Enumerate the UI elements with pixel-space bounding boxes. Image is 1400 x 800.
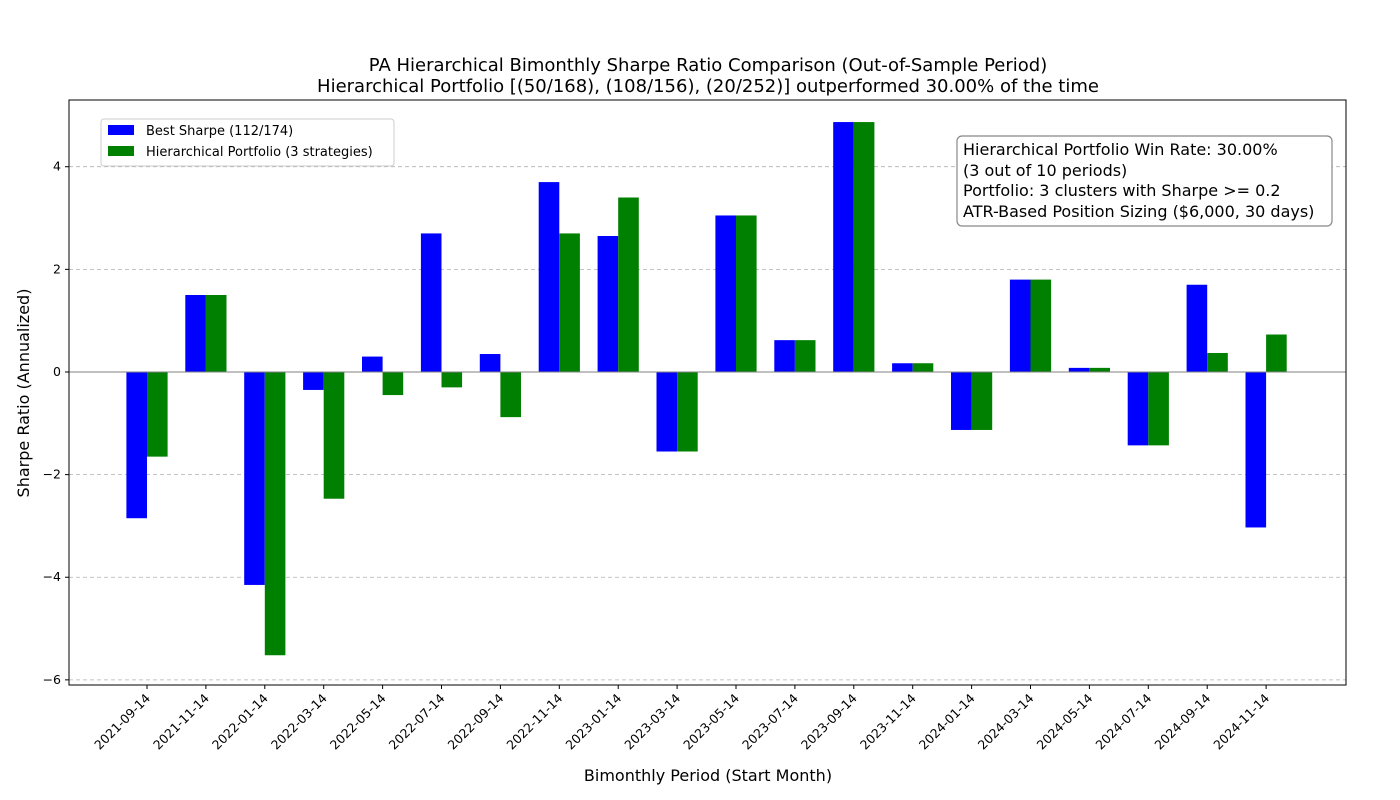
bar-hierarchical-2023-01-14	[618, 197, 639, 372]
x-tick-label: 2023-07-14	[739, 690, 801, 752]
bar-best-sharpe-2024-11-14	[1245, 371, 1267, 528]
bar-best-sharpe-2024-09-14	[1186, 284, 1208, 372]
bar-best-sharpe-2024-01-14	[951, 371, 972, 430]
bar-hierarchical-2022-07-14	[441, 371, 463, 388]
x-tick-label: 2024-07-14	[1092, 690, 1154, 752]
x-tick-label: 2024-03-14	[975, 690, 1037, 752]
info-line-clusters: Portfolio: 3 clusters with Sharpe >= 0.2	[963, 181, 1281, 200]
x-tick-label: 2021-11-14	[150, 690, 212, 752]
bar-hierarchical-2023-07-14	[794, 340, 816, 372]
bar-best-sharpe-2021-11-14	[185, 295, 206, 372]
x-tick-label: 2022-01-14	[209, 690, 271, 752]
y-axis-ticks: −6 −4 −2 0 2 4	[43, 159, 69, 687]
y-tick-label: 0	[53, 364, 61, 379]
bar-hierarchical-2022-03-14	[323, 371, 345, 499]
bar-best-sharpe-2024-07-14	[1127, 371, 1149, 446]
y-tick-label: 4	[53, 159, 61, 174]
win-rate-info-box: Hierarchical Portfolio Win Rate: 30.00% …	[956, 135, 1333, 227]
y-tick-label: −6	[43, 672, 61, 687]
x-tick-label: 2024-05-14	[1034, 690, 1096, 752]
plot-area-frame	[68, 99, 1347, 686]
bar-hierarchical-2022-01-14	[264, 371, 286, 656]
legend-label-hierarchical: Hierarchical Portfolio (3 strategies)	[146, 145, 373, 160]
legend: Best Sharpe (112/174) Hierarchical Portf…	[100, 118, 395, 167]
bar-best-sharpe-2022-11-14	[538, 182, 560, 372]
legend-label-best-sharpe: Best Sharpe (112/174)	[146, 124, 293, 139]
legend-swatch-best-sharpe	[108, 125, 134, 135]
x-tick-label: 2024-11-14	[1210, 690, 1272, 752]
bar-best-sharpe-2022-03-14	[303, 371, 324, 390]
x-tick-label: 2022-11-14	[503, 690, 565, 752]
x-tick-label: 2023-05-14	[680, 690, 742, 752]
bar-hierarchical-2024-07-14	[1148, 371, 1169, 446]
bar-best-sharpe-2022-07-14	[420, 233, 442, 372]
bar-best-sharpe-2023-09-14	[833, 122, 854, 372]
x-axis-label: Bimonthly Period (Start Month)	[584, 766, 832, 785]
x-tick-label: 2022-07-14	[386, 690, 448, 752]
x-axis-ticks: 2021-09-142021-11-142022-01-142022-03-14…	[91, 685, 1272, 752]
y-tick-label: −2	[43, 467, 61, 482]
bar-hierarchical-2021-11-14	[205, 295, 227, 372]
x-tick-label: 2022-09-14	[445, 690, 507, 752]
bar-hierarchical-2024-03-14	[1030, 279, 1052, 372]
bars-group	[126, 122, 1287, 656]
bar-best-sharpe-2024-05-14	[1068, 367, 1090, 372]
bar-hierarchical-2022-09-14	[500, 371, 521, 418]
x-tick-label: 2023-01-14	[562, 690, 624, 752]
legend-frame	[100, 118, 395, 167]
bar-best-sharpe-2021-09-14	[126, 371, 147, 519]
bar-hierarchical-2024-09-14	[1207, 352, 1228, 372]
info-line-periods: (3 out of 10 periods)	[963, 161, 1127, 180]
x-tick-label: 2022-03-14	[268, 690, 330, 752]
bar-best-sharpe-2023-11-14	[892, 363, 913, 372]
bar-hierarchical-2021-09-14	[147, 371, 168, 457]
legend-swatch-hierarchical	[108, 146, 134, 156]
y-tick-label: −4	[43, 569, 61, 584]
bar-best-sharpe-2024-03-14	[1009, 279, 1031, 372]
y-axis-label: Sharpe Ratio (Annualized)	[14, 289, 33, 498]
bar-hierarchical-2024-11-14	[1266, 334, 1287, 372]
bar-hierarchical-2023-05-14	[736, 215, 757, 372]
bar-hierarchical-2023-03-14	[677, 371, 698, 452]
bar-hierarchical-2024-01-14	[971, 371, 993, 430]
chart-title: PA Hierarchical Bimonthly Sharpe Ratio C…	[369, 55, 1048, 76]
bar-hierarchical-2023-09-14	[853, 122, 875, 372]
x-tick-label: 2024-09-14	[1151, 690, 1213, 752]
x-tick-label: 2024-01-14	[916, 690, 978, 752]
info-box-frame	[956, 135, 1333, 227]
bar-best-sharpe-2022-01-14	[244, 371, 265, 585]
bar-best-sharpe-2023-03-14	[656, 371, 678, 452]
y-tick-label: 2	[53, 261, 61, 276]
bar-hierarchical-2024-05-14	[1089, 367, 1110, 372]
x-tick-label: 2022-05-14	[327, 690, 389, 752]
bar-hierarchical-2022-05-14	[382, 371, 404, 396]
bar-hierarchical-2022-11-14	[559, 233, 580, 372]
bar-best-sharpe-2023-01-14	[597, 235, 619, 372]
info-line-position-sizing: ATR-Based Position Sizing ($6,000, 30 da…	[963, 202, 1314, 221]
bar-best-sharpe-2023-05-14	[715, 215, 736, 372]
x-tick-label: 2021-09-14	[91, 690, 153, 752]
bar-best-sharpe-2022-05-14	[362, 356, 383, 372]
chart-subtitle: Hierarchical Portfolio [(50/168), (108/1…	[317, 76, 1099, 97]
x-tick-label: 2023-03-14	[621, 690, 683, 752]
bar-best-sharpe-2023-07-14	[774, 340, 795, 372]
info-line-win-rate: Hierarchical Portfolio Win Rate: 30.00%	[963, 140, 1278, 159]
x-tick-label: 2023-09-14	[798, 690, 860, 752]
bar-hierarchical-2023-11-14	[912, 363, 934, 372]
bar-best-sharpe-2022-09-14	[479, 354, 501, 372]
x-tick-label: 2023-11-14	[857, 690, 919, 752]
